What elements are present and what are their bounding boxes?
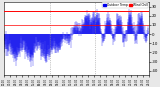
- Legend: Outdoor Temp, Wind Chill: Outdoor Temp, Wind Chill: [102, 2, 148, 8]
